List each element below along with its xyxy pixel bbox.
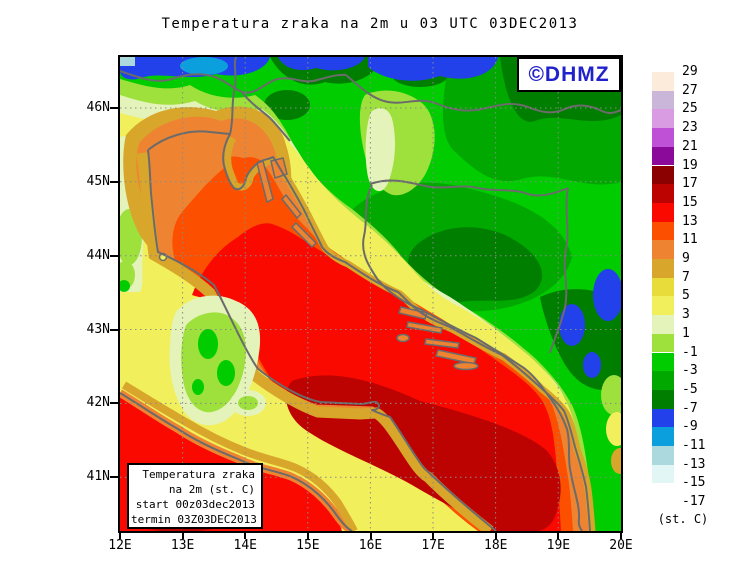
colorbar-swatch [652, 221, 674, 241]
lat-tick-mark [110, 476, 118, 479]
lon-tick-mark [306, 531, 309, 539]
colorbar-swatch [652, 165, 674, 185]
colorbar-label: -13 [682, 456, 706, 472]
colorbar-unit-label: (st. C) [657, 512, 709, 526]
dhmz-watermark-box: ©DHMZ [517, 57, 621, 92]
colorbar-label: -1 [682, 344, 698, 360]
lon-tick-mark [432, 531, 435, 539]
lat-tick-mark [110, 180, 118, 183]
lat-tick-label: 42N [86, 395, 110, 411]
info-line-start: start 00z03dec2013 [135, 498, 255, 511]
colorbar-swatch [652, 109, 674, 129]
dhmz-logo-text: ©DHMZ [528, 62, 610, 86]
temperature-map-svg [120, 57, 621, 531]
colorbar-label: -9 [682, 419, 698, 435]
temperature-map [118, 55, 623, 533]
lat-tick-mark [110, 254, 118, 257]
lon-tick-mark [494, 531, 497, 539]
lat-tick-label: 46N [86, 100, 110, 115]
colorbar-label: -17 [682, 494, 706, 510]
colorbar-swatch [652, 483, 674, 503]
colorbar-swatch [652, 371, 674, 390]
colorbar-swatch [652, 240, 674, 259]
lat-tick-label: 41N [86, 469, 110, 485]
colorbar-label: -7 [682, 400, 698, 416]
info-line-level-unit: na 2m (st. C) [168, 483, 255, 496]
lon-tick-mark [557, 531, 560, 539]
islands [158, 157, 479, 371]
lon-tick-mark [244, 531, 247, 539]
colorbar-label: -15 [682, 475, 706, 491]
colorbar-label: -11 [682, 438, 706, 453]
map-title: Temperatura zraka na 2m u 03 UTC 03DEC20… [161, 16, 579, 32]
colorbar-label: 5 [682, 288, 690, 304]
colorbar-swatch [652, 464, 674, 484]
colorbar-label: 29 [682, 64, 698, 79]
lon-tick-label: 16E [358, 538, 383, 553]
colorbar-swatch [652, 408, 674, 428]
colorbar-label: 1 [682, 325, 690, 341]
lon-tick-mark [620, 531, 622, 539]
lon-tick-label: 12E [108, 538, 132, 553]
temperature-fill-regions [120, 57, 621, 531]
lon-tick-label: 18E [484, 538, 508, 553]
lon-tick-mark [181, 531, 184, 539]
lat-tick-mark [110, 402, 118, 405]
colorbar-swatch [652, 90, 674, 110]
colorbar-label: 23 [682, 120, 698, 136]
colorbar-label: 17 [682, 176, 698, 192]
colorbar-swatch [652, 315, 674, 334]
colorbar-swatch [652, 446, 674, 465]
colorbar-swatch [652, 352, 674, 372]
colorbar-label: 27 [682, 82, 698, 98]
colorbar-label: 13 [682, 213, 698, 229]
colorbar-swatch [652, 128, 674, 147]
colorbar-swatch [652, 259, 674, 278]
colorbar-label: 19 [682, 157, 698, 173]
colorbar-swatch [652, 389, 674, 409]
lat-tick-label: 43N [86, 321, 110, 337]
colorbar-label: 3 [682, 307, 690, 323]
graticule [120, 57, 621, 531]
colorbar-label: 11 [682, 232, 698, 248]
colorbar-label: 7 [682, 269, 690, 285]
lon-tick-mark [119, 531, 121, 539]
lon-tick-label: 17E [421, 538, 445, 553]
colorbar-swatch [652, 333, 674, 353]
lat-tick-label: 44N [86, 247, 110, 263]
info-line-termin: termin 03Z03DEC2013 [131, 513, 257, 526]
info-line-parameter: Temperatura zraka [142, 468, 255, 481]
colorbar-label: 9 [682, 251, 690, 266]
colorbar-swatch [652, 202, 674, 222]
colorbar-label: -5 [682, 381, 698, 397]
colorbar-swatch [652, 296, 674, 316]
lat-tick-mark [110, 107, 118, 109]
colorbar-label: 15 [682, 194, 698, 210]
lon-tick-label: 20E [609, 538, 633, 553]
lon-tick-mark [369, 531, 372, 539]
colorbar-swatch [652, 72, 674, 91]
colorbar: 29 27 25 23 21 19 17 15 13 11 9 7 5 3 1 -1 -3 -5 -7 -9 -11 -1… [652, 64, 740, 532]
colorbar-swatch [652, 427, 674, 446]
colorbar-label: 25 [682, 101, 698, 117]
run-info-box: Temperatura zraka na 2m (st. C) start 00… [127, 463, 263, 529]
lon-tick-label: 19E [546, 538, 571, 553]
colorbar-label: -3 [682, 363, 698, 379]
lat-tick-label: 45N [86, 173, 110, 189]
country-borders [120, 57, 621, 531]
lon-tick-label: 15E [296, 538, 320, 553]
colorbar-swatch [652, 184, 674, 203]
colorbar-swatch [652, 146, 674, 166]
lon-tick-label: 13E [170, 538, 195, 553]
lon-tick-label: 14E [233, 538, 257, 553]
colorbar-swatch [652, 277, 674, 297]
colorbar-label: 21 [682, 138, 698, 154]
lat-tick-mark [110, 328, 118, 331]
